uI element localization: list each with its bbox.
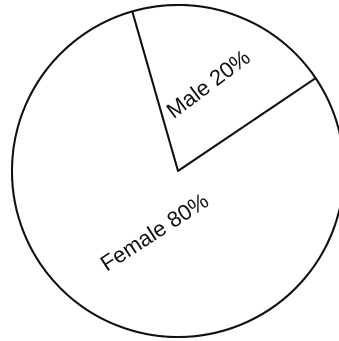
pie-slice-male <box>131 4 317 172</box>
pie-slice-female <box>11 10 339 338</box>
